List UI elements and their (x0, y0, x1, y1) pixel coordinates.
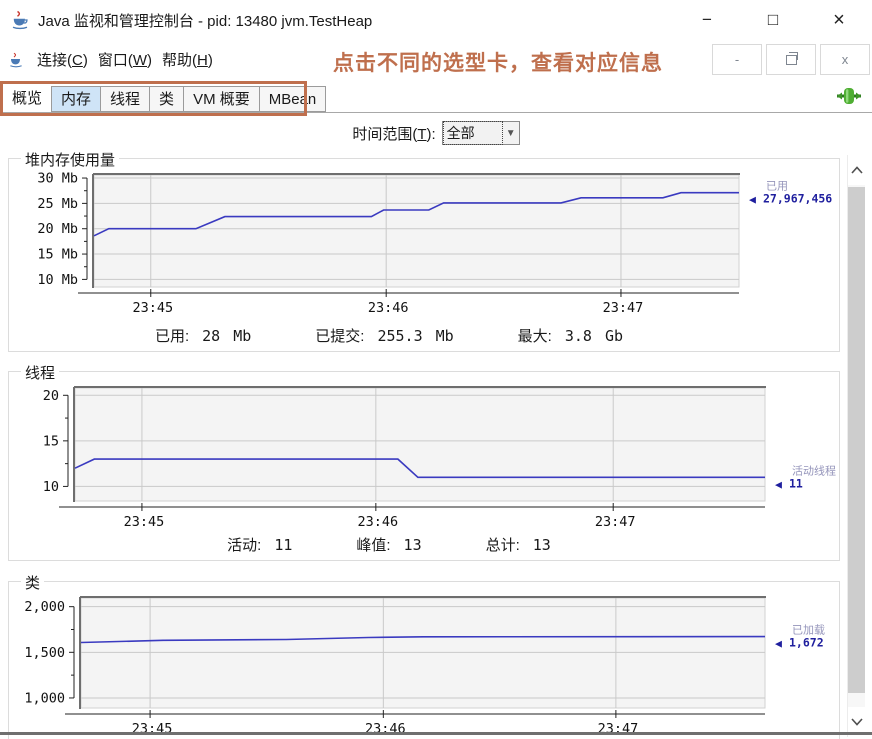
stat-item: 总计: 13 (485, 536, 551, 554)
svg-text:2,000: 2,000 (24, 599, 65, 615)
vertical-scrollbar[interactable] (847, 155, 865, 737)
time-range-row: 时间范围(T): 全部 ▼ (0, 121, 872, 145)
menu-window[interactable]: 窗口(W) (97, 52, 153, 69)
chart-legend-threads: 活动线程 ◀ 11 (775, 463, 836, 490)
chevron-down-icon: ▼ (505, 127, 516, 139)
tab-classes[interactable]: 类 (149, 86, 184, 112)
window-titlebar: Java 监视和管理控制台 - pid: 13480 jvm.TestHeap … (0, 0, 872, 40)
tab-threads[interactable]: 线程 (100, 86, 150, 112)
svg-text:1,000: 1,000 (24, 690, 65, 706)
menu-connection[interactable]: 连接(C) (37, 52, 88, 69)
scroll-down-button[interactable] (848, 707, 865, 737)
chart-title-heap: 堆内存使用量 (21, 149, 120, 170)
scroll-down-icon (850, 718, 863, 726)
svg-text:已加载: 已加载 (792, 624, 825, 637)
stat-item: 最大: 3.8 Gb (517, 327, 623, 345)
tab-memory[interactable]: 内存 (51, 86, 101, 112)
chart-title-classes: 类 (21, 572, 45, 593)
chart-canvas-heap: 10 Mb 15 Mb 20 Mb 25 Mb 30 Mb 23:45 23:46 23:47… (37, 171, 832, 316)
menu-help[interactable]: 帮助(H) (162, 52, 213, 69)
chart-canvas-threads: 10 15 20 23:45 23:46 23:47 活动线程 ◀ 11 (43, 386, 836, 530)
connection-plug-icon (837, 88, 861, 104)
svg-text:活动线程: 活动线程 (792, 463, 836, 477)
stat-item: 已提交: 255.3 Mb (315, 327, 454, 345)
svg-text:1,500: 1,500 (24, 645, 65, 661)
time-range-select[interactable]: 全部 ▼ (441, 121, 520, 145)
svg-text:23:45: 23:45 (124, 514, 165, 530)
mdi-minimize-icon: - (734, 52, 740, 67)
mdi-restore-icon (785, 51, 798, 65)
chart-stats-threads: 活动: 11 峰值: 13 总计: 13 (9, 534, 769, 555)
overview-content: 时间范围(T): 全部 ▼ 堆内存使用量 10 Mb 15 Mb 20 Mb 25 Mb… (0, 113, 872, 739)
stat-item: 峰值: 13 (356, 536, 422, 554)
svg-text:15: 15 (43, 433, 59, 449)
mdi-close-button[interactable]: x (820, 44, 870, 75)
menu-bar: 连接(C) 窗口(W) 帮助(H) 点击不同的选型卡，查看对应信息 - x (0, 40, 872, 79)
svg-text:23:47: 23:47 (603, 300, 644, 316)
scroll-up-button[interactable] (848, 155, 865, 185)
svg-text:20 Mb: 20 Mb (37, 221, 78, 237)
scroll-up-icon (850, 166, 863, 174)
svg-text:10 Mb: 10 Mb (37, 272, 78, 288)
svg-text:20: 20 (43, 388, 59, 404)
svg-text:15 Mb: 15 Mb (37, 247, 78, 263)
svg-text:27,967,456: 27,967,456 (763, 192, 832, 206)
svg-text:23:46: 23:46 (368, 300, 409, 316)
chart-panel-threads: 线程 10 15 20 23:45 23:46 23:47 活动线程 ◀ 11 活动: 11 峰值: 13… (8, 362, 840, 561)
window-title: Java 监视和管理控制台 - pid: 13480 jvm.TestHeap (38, 12, 373, 30)
chart-legend-heap: 已用 ◀ 27,967,456 (749, 181, 832, 206)
tab-overview[interactable]: 概览 (2, 83, 52, 112)
close-icon[interactable]: × (833, 9, 845, 31)
minimize-icon[interactable]: − (702, 10, 712, 29)
mdi-restore-button[interactable] (766, 44, 816, 75)
annotation-text: 点击不同的选型卡，查看对应信息 (333, 52, 663, 75)
svg-text:23:45: 23:45 (132, 300, 173, 316)
svg-text:已用: 已用 (766, 181, 788, 193)
svg-text:◀: ◀ (775, 479, 782, 489)
svg-text:11: 11 (789, 476, 803, 490)
maximize-icon[interactable]: □ (767, 10, 779, 29)
mdi-minimize-button[interactable]: - (712, 44, 762, 75)
chart-panel-heap: 堆内存使用量 10 Mb 15 Mb 20 Mb 25 Mb 30 Mb 23:45 23:4… (8, 149, 840, 352)
stat-item: 活动: 11 (227, 536, 293, 554)
scrollbar-thumb[interactable] (848, 187, 865, 693)
mdi-close-icon: x (841, 52, 849, 67)
svg-text:1,672: 1,672 (789, 636, 824, 650)
svg-text:30 Mb: 30 Mb (37, 171, 78, 187)
tab-mbean[interactable]: MBean (258, 86, 327, 112)
tab-strip: 概览 内存 线程 类 VM 概要 MBean (0, 79, 872, 116)
svg-text:25 Mb: 25 Mb (37, 196, 78, 212)
window-bottom-edge (0, 732, 872, 735)
time-range-value: 全部 (442, 121, 503, 145)
svg-text:23:47: 23:47 (595, 514, 636, 530)
svg-text:23:46: 23:46 (358, 514, 399, 530)
svg-text:10: 10 (43, 479, 59, 495)
tab-vm-summary[interactable]: VM 概要 (183, 86, 259, 112)
chart-stats-heap: 已用: 28 Mb 已提交: 255.3 Mb 最大: 3.8 Gb (9, 325, 769, 346)
chart-legend-classes: 已加载 ◀ 1,672 (775, 624, 825, 650)
java-cup-icon-small (10, 52, 22, 67)
svg-text:◀: ◀ (775, 639, 782, 649)
java-cup-icon (12, 10, 28, 30)
chart-title-threads: 线程 (21, 362, 60, 383)
svg-text:◀: ◀ (749, 195, 756, 205)
chart-panel-classes: 类 1,000 1,500 2,000 23:45 23:46 23:47 已加载 ◀ 1,672 (8, 572, 840, 739)
stat-item: 已用: 28 Mb (154, 327, 252, 345)
time-range-label: 时间范围(T): (352, 125, 436, 143)
